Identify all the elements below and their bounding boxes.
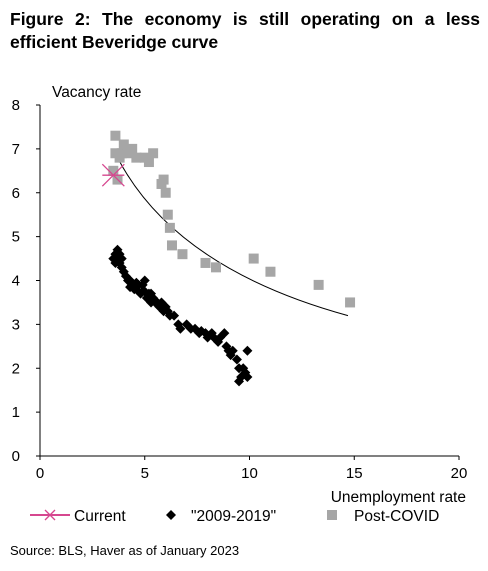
post-covid-point [148, 148, 159, 159]
post-covid-point [210, 262, 221, 273]
series-2009-2019-point [120, 271, 131, 282]
post-covid-point [265, 266, 276, 277]
post-covid-point [118, 139, 129, 150]
legend-2009-2019-label: "2009-2019" [191, 508, 276, 525]
post-covid-point [108, 165, 119, 176]
post-covid-point [345, 297, 356, 308]
post-covid-point [166, 240, 177, 251]
post-covid-point [127, 143, 138, 154]
y-tick-label: 4 [12, 273, 20, 290]
post-covid-point [313, 279, 324, 290]
series-2009-2019-point [169, 310, 180, 321]
x-tick-label: 15 [346, 465, 363, 482]
series-2009-2019-point [242, 345, 253, 356]
series-2009-2019-point [231, 354, 242, 365]
x-axis-title: Unemployment rate [331, 489, 466, 506]
x-tick-label: 5 [141, 465, 149, 482]
y-tick-label: 1 [12, 404, 20, 421]
series-2009-2019-point [175, 323, 186, 334]
chart-axes: 0 1 2 3 4 5 6 7 8 0 5 10 15 20 Vacancy rate Unemploymen… [12, 84, 468, 506]
post-covid-point [131, 152, 142, 163]
y-tick-label: 8 [12, 97, 20, 114]
trendline [117, 157, 349, 317]
y-tick-label: 7 [12, 141, 20, 158]
series-2009-2019-point [219, 328, 230, 339]
trendline-group [117, 157, 349, 317]
legend-post-covid-marker [327, 510, 337, 520]
x-tick-label: 10 [241, 465, 258, 482]
y-axis-title: Vacancy rate [52, 84, 141, 101]
post-covid-point [200, 257, 211, 268]
series-2009-2019-point [227, 345, 238, 356]
post-covid-point [110, 130, 121, 141]
y-tick-label: 3 [12, 316, 20, 333]
post-covid-point [162, 209, 173, 220]
y-tick-label: 0 [12, 448, 20, 465]
series-2009-2019-point [139, 275, 150, 286]
data-points-group [101, 130, 356, 387]
post-covid-point [116, 148, 127, 159]
x-tick-label: 0 [36, 465, 44, 482]
series-2009-2019-point [116, 253, 127, 264]
legend-2009-2019-marker [166, 510, 176, 520]
y-tick-label: 5 [12, 229, 20, 246]
series-2009-2019-point [234, 376, 245, 387]
post-covid-point [143, 157, 154, 168]
chart-legend: Current "2009-2019" Post-COVID [30, 508, 439, 525]
legend-current-label: Current [74, 508, 126, 525]
y-tick-label: 6 [12, 185, 20, 202]
current-point [101, 163, 125, 187]
post-covid-point [177, 249, 188, 260]
figure-title: Figure 2: The economy is still operating… [10, 9, 480, 52]
post-covid-point [164, 222, 175, 233]
y-tick-label: 2 [12, 360, 20, 377]
legend-post-covid-label: Post-COVID [354, 508, 439, 525]
x-tick-label: 20 [451, 465, 468, 482]
legend-current-marker [44, 509, 56, 521]
post-covid-point [158, 174, 169, 185]
series-2009-2019-point [242, 372, 253, 383]
post-covid-point [248, 253, 259, 264]
source-note: Source: BLS, Haver as of January 2023 [10, 543, 240, 558]
post-covid-point [160, 187, 171, 198]
